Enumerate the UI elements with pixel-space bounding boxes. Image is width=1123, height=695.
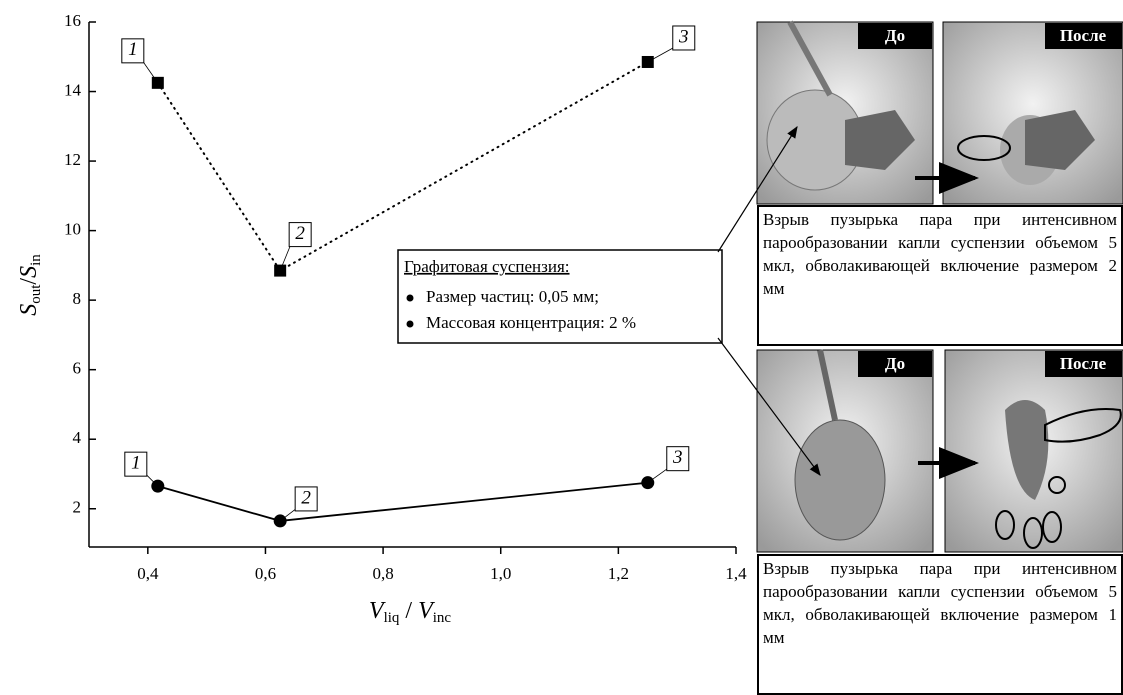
x-tick-label: 0,8 xyxy=(372,564,393,583)
note-item: Размер частиц: 0,05 мм; xyxy=(426,287,599,306)
y-tick-label: 8 xyxy=(73,289,82,308)
caption: Взрыв пузырька пара при интенсивном паро… xyxy=(757,205,1123,346)
page: {"chart_data": {"type": "line", "xlabel"… xyxy=(0,0,1123,695)
y-tick-label: 6 xyxy=(73,359,82,378)
point-label: 3 xyxy=(678,26,689,47)
after-label: После xyxy=(1060,354,1107,373)
after-label: После xyxy=(1060,26,1107,45)
before-label: До xyxy=(885,354,905,373)
x-tick-label: 0,6 xyxy=(255,564,276,583)
x-tick-label: 0,4 xyxy=(137,564,159,583)
photo-4 xyxy=(918,350,1123,552)
label-leader xyxy=(648,47,675,62)
photo-1 xyxy=(757,22,933,204)
x-tick-label: 1,0 xyxy=(490,564,511,583)
y-tick-label: 16 xyxy=(64,11,81,30)
y-tick-label: 10 xyxy=(64,220,81,239)
series-line xyxy=(158,62,648,271)
point-label: 1 xyxy=(131,453,141,474)
point-label: 2 xyxy=(301,487,311,508)
x-tick-label: 1,4 xyxy=(725,564,747,583)
label-leader xyxy=(648,468,669,483)
y-tick-label: 14 xyxy=(64,80,82,99)
caption: Взрыв пузырька пара при интенсивном паро… xyxy=(757,554,1123,695)
x-tick-label: 1,2 xyxy=(608,564,629,583)
photo-3 xyxy=(757,350,933,552)
note-item: Массовая концентрация: 2 % xyxy=(426,313,636,332)
series-line xyxy=(158,483,648,521)
photo-2 xyxy=(915,22,1123,204)
y-axis-label: Sout/Sin xyxy=(16,254,45,316)
point-label: 3 xyxy=(672,447,683,468)
y-tick-label: 12 xyxy=(64,150,81,169)
note-title: Графитовая суспензия: xyxy=(404,257,570,276)
point-label: 1 xyxy=(128,39,138,60)
point-label: 2 xyxy=(295,223,305,244)
x-axis-label: Vliq / Vinc xyxy=(369,598,452,627)
y-tick-label: 2 xyxy=(73,498,82,517)
y-tick-label: 4 xyxy=(73,428,82,447)
before-label: До xyxy=(885,26,905,45)
